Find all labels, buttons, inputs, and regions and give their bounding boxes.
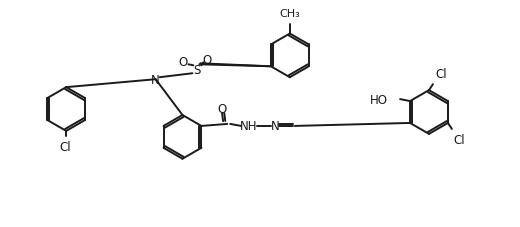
Text: S: S	[193, 64, 201, 76]
Text: Cl: Cl	[435, 68, 447, 81]
Text: O: O	[203, 54, 212, 67]
Text: O: O	[179, 56, 188, 69]
Text: Cl: Cl	[59, 140, 71, 153]
Text: HO: HO	[370, 93, 388, 106]
Text: N: N	[270, 120, 279, 133]
Text: O: O	[218, 102, 227, 115]
Text: Cl: Cl	[454, 133, 465, 146]
Text: CH₃: CH₃	[279, 9, 300, 19]
Text: N: N	[151, 73, 160, 86]
Text: NH: NH	[240, 120, 258, 133]
